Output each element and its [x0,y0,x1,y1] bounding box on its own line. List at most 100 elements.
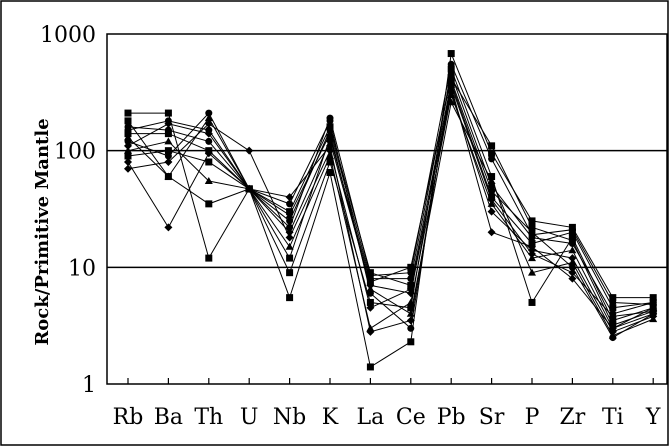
data-point [245,146,254,155]
data-series [124,74,657,329]
data-point [447,65,455,73]
data-point [366,327,375,336]
series-line [128,81,654,309]
data-series [124,79,657,312]
data-point [124,157,132,166]
data-point [447,98,456,106]
data-point [205,254,213,262]
data-series [124,50,657,371]
data-point [366,285,375,293]
data-point [528,223,536,231]
data-point [609,294,617,302]
data-point [164,109,172,117]
data-point [488,155,496,163]
data-point [326,133,334,141]
series-line [128,51,654,368]
data-point [447,50,455,58]
data-point [528,240,536,248]
data-point [285,193,294,202]
data-point [407,269,415,277]
data-point [366,363,374,371]
data-point [326,114,334,122]
data-point [447,81,456,90]
series-line [127,87,654,329]
data-point [649,315,658,323]
data-series [124,81,658,336]
category-label: Rb [113,405,144,430]
data-point [164,119,173,128]
plot-area-frame [106,33,668,385]
category-label: P [525,405,540,430]
data-point [568,236,576,244]
data-point [568,268,577,277]
data-point [649,294,657,302]
data-point [124,146,132,154]
data-point [528,268,536,276]
data-point [528,231,536,239]
category-label: Pb [437,405,466,430]
category-label: Zr [559,405,585,430]
data-point [407,263,415,271]
data-point [487,195,496,204]
data-point [164,157,173,166]
series-line [127,62,654,305]
category-label: Sr [479,405,505,430]
data-series [124,65,657,325]
series-line [127,83,654,333]
data-point [164,172,173,180]
data-point [326,123,334,131]
data-point [609,298,617,306]
data-point [164,137,173,145]
data-point [447,74,455,82]
data-point [568,258,577,266]
data-series [124,91,658,332]
data-point [164,126,172,134]
data-point [568,246,577,254]
data-point [124,141,132,150]
data-point [124,117,132,125]
data-point [488,149,496,157]
x-tick-marks [127,378,654,384]
category-label: Th [194,405,223,430]
data-point [407,338,415,346]
data-series [124,98,658,339]
data-point [488,173,496,181]
data-point [568,274,577,283]
y-tick-label: 1000 [40,23,96,48]
category-label: Ce [396,405,426,430]
data-point [609,321,617,329]
data-point [326,158,334,166]
data-point [205,137,213,145]
data-series [124,83,658,333]
category-label: Ba [154,405,183,430]
data-point [204,129,213,138]
data-point [568,226,576,234]
data-point [528,217,536,225]
data-point [205,109,213,117]
data-point [204,176,213,184]
data-point [205,200,213,208]
data-point [286,223,294,231]
data-point [406,316,415,325]
y-tick-label: 100 [54,140,96,165]
data-point [286,254,294,262]
y-axis-title: Rock/Primitive Mantle [32,118,53,345]
data-point [164,147,172,155]
data-point [528,298,536,306]
series-line [127,89,654,333]
data-point [366,272,374,280]
data-point [124,123,132,131]
data-point [487,176,496,184]
series-line [127,93,654,330]
series-layer [124,50,658,371]
data-point [568,254,577,263]
data-point [407,324,415,332]
data-point [124,152,132,160]
data-point [285,242,294,250]
data-point [205,158,213,166]
data-point [528,250,536,259]
category-label: Nb [273,405,306,430]
data-point [204,114,213,122]
data-point [366,278,374,286]
